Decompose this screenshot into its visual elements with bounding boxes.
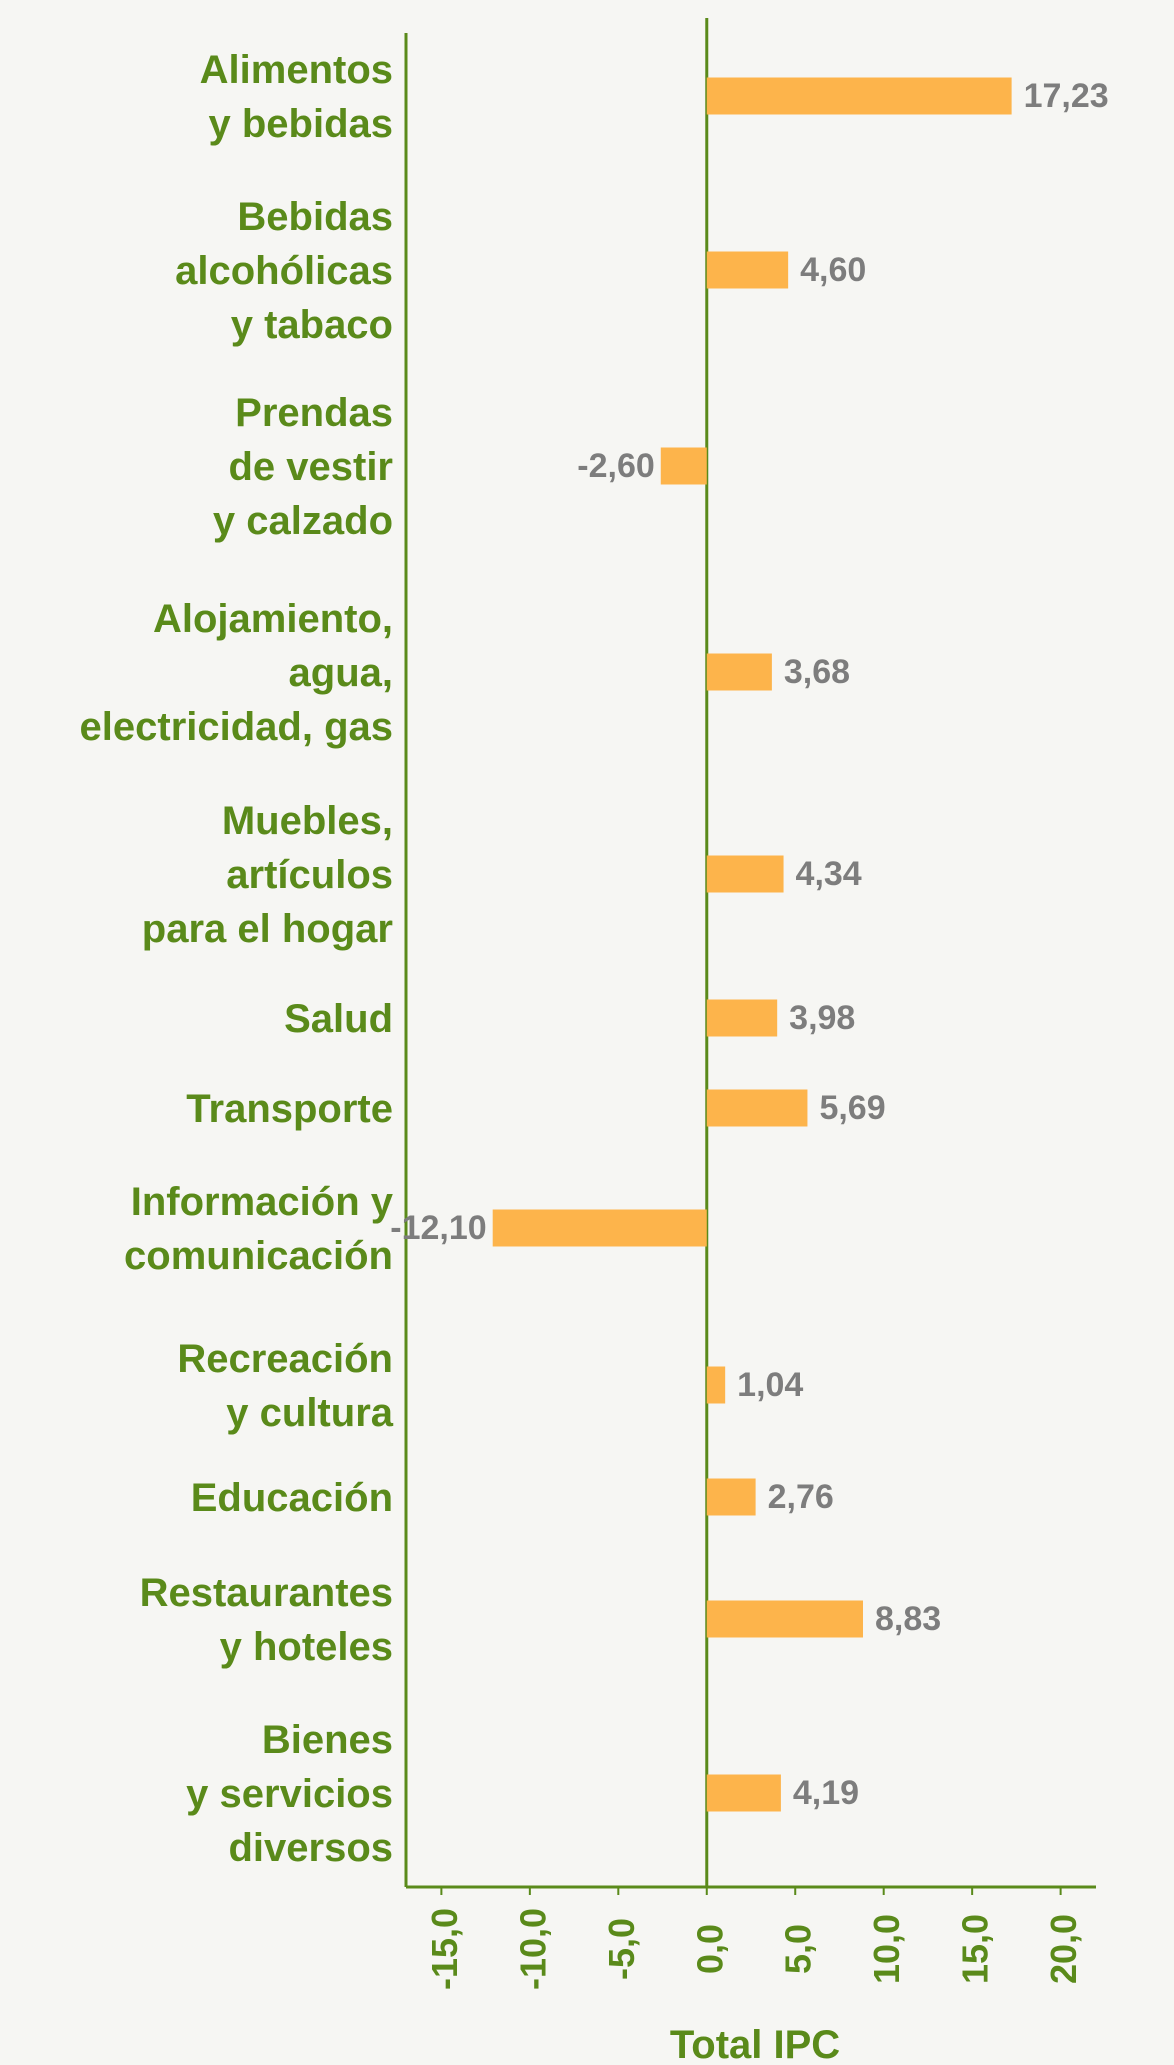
category-label-line: Transporte xyxy=(186,1087,393,1131)
x-tick-label: 0,0 xyxy=(689,1924,730,1974)
category-label: Bienes y servicios diversos xyxy=(186,1718,393,1870)
x-axis-title: Total IPC xyxy=(670,2023,840,2065)
category-label-line: Prendas xyxy=(235,391,393,435)
category-label-line: y servicios xyxy=(186,1772,393,1816)
value-label: 3,68 xyxy=(784,653,850,691)
value-label: 4,34 xyxy=(796,855,862,893)
bar xyxy=(706,1774,781,1812)
value-label: 3,98 xyxy=(789,999,855,1037)
x-tick-label: -15,0 xyxy=(424,1908,465,1990)
category-label: Alojamiento, agua, electricidad, gas xyxy=(80,597,393,749)
category-label-line: Bienes xyxy=(262,1718,393,1762)
category-label: Alimentos y bebidas xyxy=(200,48,393,146)
x-tick-label: 10,0 xyxy=(866,1914,907,1984)
bar xyxy=(706,653,772,691)
bar xyxy=(706,999,778,1037)
x-tick-label: -10,0 xyxy=(512,1908,553,1990)
category-label-line: agua, xyxy=(289,651,393,695)
x-tick-label: 5,0 xyxy=(778,1924,819,1974)
value-label: -12,10 xyxy=(390,1209,486,1247)
category-label: Muebles, artículos para el hogar xyxy=(142,799,393,951)
x-tick-label: 20,0 xyxy=(1043,1914,1084,1984)
category-label: Educación xyxy=(191,1476,393,1520)
category-label-line: Salud xyxy=(284,997,393,1041)
category-label-line: Alimentos xyxy=(200,48,393,92)
bar xyxy=(706,855,784,893)
bar xyxy=(706,1366,726,1404)
category-label-line: y tabaco xyxy=(231,303,393,347)
category-label-line: y calzado xyxy=(213,499,393,543)
value-label: 4,19 xyxy=(793,1774,859,1812)
category-label-line: y hoteles xyxy=(220,1625,393,1669)
bar xyxy=(706,1089,808,1127)
category-label: Información y comunicación xyxy=(124,1180,394,1278)
value-label: 4,60 xyxy=(800,251,866,289)
bar xyxy=(706,77,1012,115)
bar xyxy=(706,1478,756,1516)
bar xyxy=(660,447,707,485)
category-label-line: de vestir xyxy=(228,445,393,489)
category-label-line: electricidad, gas xyxy=(80,705,393,749)
x-tick-label: 15,0 xyxy=(955,1914,996,1984)
category-label-line: Muebles, xyxy=(222,799,393,843)
category-label-line: diversos xyxy=(228,1826,393,1870)
x-tick-label: -5,0 xyxy=(601,1918,642,1980)
value-label: -2,60 xyxy=(577,447,655,485)
category-label: Recreación y cultura xyxy=(177,1337,393,1435)
category-label-line: Recreación xyxy=(177,1337,393,1381)
category-label-line: alcohólicas xyxy=(175,249,393,293)
value-label: 17,23 xyxy=(1024,77,1109,115)
category-label: Transporte xyxy=(186,1087,393,1131)
category-label-line: Bebidas xyxy=(237,195,393,239)
bar xyxy=(706,251,789,289)
bar xyxy=(706,1600,863,1638)
category-label-line: Educación xyxy=(191,1476,393,1520)
category-label-line: Información y xyxy=(131,1180,394,1224)
value-label: 2,76 xyxy=(768,1478,834,1516)
category-label: Bebidas alcohólicas y tabaco xyxy=(175,195,393,347)
category-label-line: Alojamiento, xyxy=(153,597,393,641)
value-label: 8,83 xyxy=(875,1600,941,1638)
category-label: Restaurantes y hoteles xyxy=(140,1571,393,1669)
category-label-line: artículos xyxy=(226,853,393,897)
category-label-line: Restaurantes xyxy=(140,1571,393,1615)
category-label-line: y bebidas xyxy=(208,102,393,146)
value-label: 1,04 xyxy=(737,1366,803,1404)
bar xyxy=(492,1209,707,1247)
category-label: Prendas de vestir y calzado xyxy=(213,391,393,543)
value-label: 5,69 xyxy=(819,1089,885,1127)
category-label-line: para el hogar xyxy=(142,907,393,951)
category-label-line: comunicación xyxy=(124,1234,393,1278)
category-label-line: y cultura xyxy=(226,1391,393,1435)
category-label: Salud xyxy=(284,997,393,1041)
